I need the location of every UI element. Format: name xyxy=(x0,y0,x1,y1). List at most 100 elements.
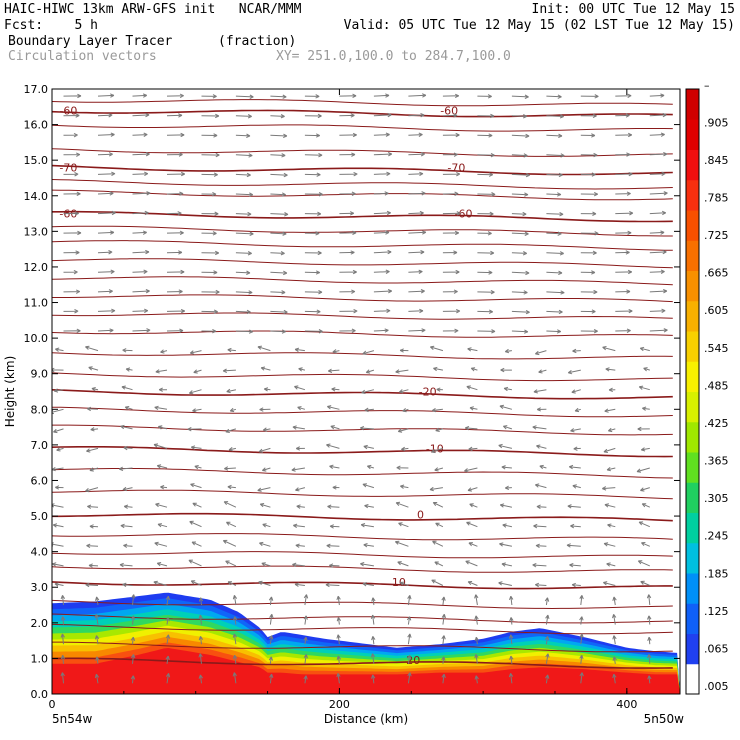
wind-vector xyxy=(304,270,321,275)
wind-vector xyxy=(615,132,633,138)
wind-vector xyxy=(359,426,374,431)
wind-vector xyxy=(132,152,150,157)
wind-vector xyxy=(649,269,665,274)
wind-vector xyxy=(165,595,171,606)
x-axis-label: Distance (km) xyxy=(324,712,408,726)
wind-vector xyxy=(124,406,133,411)
wind-vector xyxy=(336,673,341,684)
wind-vector xyxy=(63,250,80,255)
field-name: Boundary Layer Tracer xyxy=(8,34,173,49)
wind-vector xyxy=(63,230,82,236)
wind-vector xyxy=(407,672,412,684)
wind-vector xyxy=(406,654,412,664)
wind-vector xyxy=(130,636,136,645)
wind-vector xyxy=(532,563,547,568)
wind-vector xyxy=(533,389,547,394)
wind-vector xyxy=(649,308,666,314)
wind-vector xyxy=(566,543,581,548)
wind-vector xyxy=(511,153,528,158)
wind-vector xyxy=(270,251,285,256)
wind-vector xyxy=(336,655,342,664)
wind-vector xyxy=(615,152,631,157)
wind-vector xyxy=(640,447,650,452)
wind-vector xyxy=(294,582,305,587)
wind-vector xyxy=(435,427,444,432)
wind-vector xyxy=(90,427,99,432)
wind-vector xyxy=(573,446,581,451)
wind-vector xyxy=(499,542,513,547)
isotherm-label: -70 xyxy=(447,161,465,174)
wind-vector xyxy=(504,485,512,490)
wind-vector xyxy=(260,366,271,371)
wind-vector xyxy=(123,543,133,548)
wind-vector xyxy=(258,447,271,453)
wind-vector xyxy=(261,562,271,567)
wind-vector xyxy=(546,153,565,158)
wind-vector xyxy=(604,408,616,413)
wind-vector xyxy=(615,191,631,196)
tracer-core xyxy=(52,648,680,694)
wind-vector xyxy=(474,615,479,625)
wind-vector xyxy=(166,269,185,275)
colorbar-level-label: .785 xyxy=(704,191,729,204)
wind-vector xyxy=(360,523,374,528)
wind-vector xyxy=(188,389,202,395)
wind-vector xyxy=(63,289,81,294)
wind-vector xyxy=(546,133,563,138)
wind-vector xyxy=(647,636,652,645)
wind-vector xyxy=(649,289,668,294)
wind-vector xyxy=(511,270,530,276)
wind-vector xyxy=(53,388,64,393)
wind-vector xyxy=(156,464,168,469)
wind-vector xyxy=(235,114,252,119)
colorbar-level-label: .185 xyxy=(704,567,729,580)
wind-vector xyxy=(373,191,389,196)
wind-vector xyxy=(580,211,597,216)
header-forecast-hour: Fcst: 5 h xyxy=(4,18,98,33)
wind-vector xyxy=(511,114,528,119)
wind-vector xyxy=(408,93,427,98)
wind-vector xyxy=(637,560,650,567)
y-tick-label: 3.0 xyxy=(31,581,49,594)
wind-vector xyxy=(270,94,287,99)
wind-vector xyxy=(467,487,478,492)
wind-vector xyxy=(165,617,170,625)
wind-vector xyxy=(63,309,79,314)
wind-vector xyxy=(227,581,237,586)
wind-vector xyxy=(640,487,650,492)
wind-vector xyxy=(399,581,409,586)
y-axis-label: Height (km) xyxy=(3,356,17,427)
isotherm-line xyxy=(52,258,673,269)
wind-vector xyxy=(270,329,286,334)
wind-vector xyxy=(606,562,616,567)
wind-vector xyxy=(615,113,630,118)
wind-vector xyxy=(395,369,409,374)
wind-vector xyxy=(303,636,308,645)
wind-vector xyxy=(97,152,113,157)
wind-vector xyxy=(408,112,425,118)
header-valid-time: Valid: 05 UTC Tue 12 May 15 (02 LST Tue … xyxy=(343,18,735,33)
colorbar-swatch xyxy=(686,573,699,604)
wind-vector xyxy=(574,407,581,413)
wind-vector xyxy=(570,523,581,529)
wind-vector xyxy=(132,328,151,333)
wind-vector xyxy=(235,192,254,197)
wind-vector xyxy=(201,191,217,197)
isotherm-line-labeled xyxy=(52,446,673,458)
wind-vector xyxy=(579,616,584,625)
wind-vector xyxy=(296,504,305,509)
wind-vector xyxy=(408,171,424,177)
wind-vector xyxy=(638,385,650,391)
wind-vector xyxy=(336,595,341,606)
wind-vector xyxy=(536,407,547,412)
wind-vector xyxy=(465,560,478,567)
wind-vector xyxy=(132,191,151,196)
wind-vector xyxy=(235,94,254,99)
wind-vector xyxy=(201,309,218,314)
wind-vector xyxy=(131,594,136,606)
wind-vector xyxy=(155,369,168,374)
wind-vector xyxy=(511,231,529,236)
wind-vector xyxy=(536,504,547,509)
wind-vector xyxy=(442,132,460,138)
wind-vector xyxy=(225,428,237,433)
